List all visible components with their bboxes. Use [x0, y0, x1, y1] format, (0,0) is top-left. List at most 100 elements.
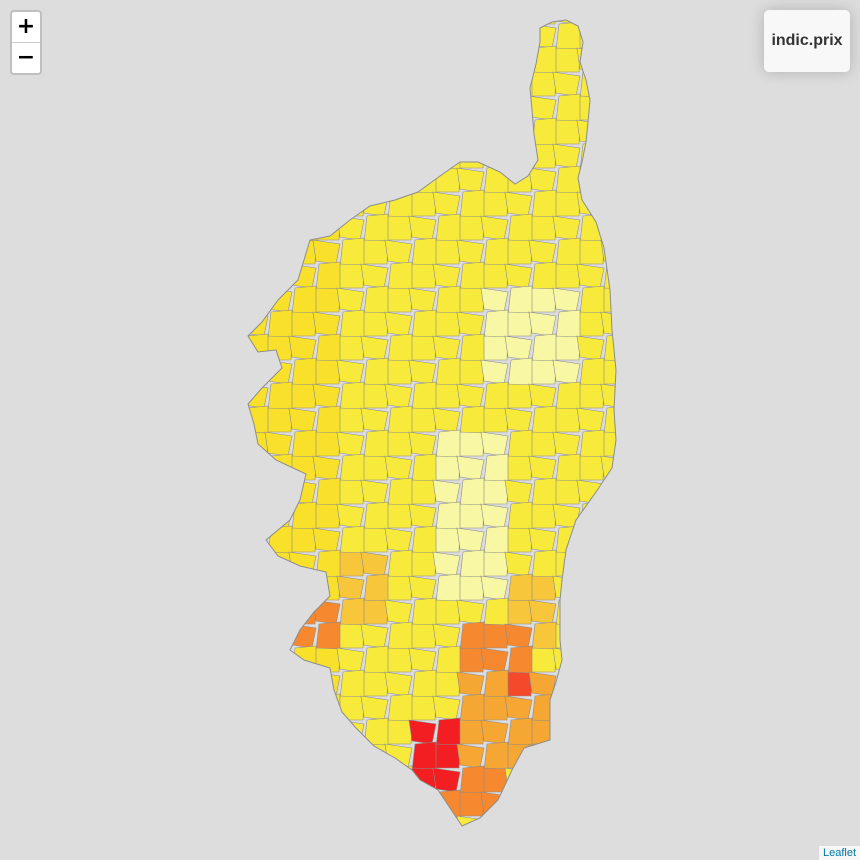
commune-polygon[interactable] [336, 359, 365, 385]
commune-polygon[interactable] [507, 645, 535, 676]
commune-polygon[interactable] [291, 527, 317, 553]
commune-polygon[interactable] [315, 333, 343, 364]
commune-polygon[interactable] [628, 742, 654, 771]
commune-polygon[interactable] [387, 45, 415, 76]
commune-polygon[interactable] [408, 0, 437, 25]
commune-polygon[interactable] [603, 575, 628, 601]
commune-polygon[interactable] [411, 93, 439, 124]
commune-polygon[interactable] [264, 431, 293, 457]
commune-polygon[interactable] [576, 767, 605, 793]
commune-polygon[interactable] [507, 95, 533, 121]
commune-polygon[interactable] [576, 695, 605, 721]
commune-polygon[interactable] [459, 503, 485, 529]
commune-polygon[interactable] [555, 309, 583, 340]
commune-polygon[interactable] [339, 93, 367, 124]
commune-polygon[interactable] [528, 815, 557, 840]
commune-polygon[interactable] [267, 767, 293, 793]
commune-polygon[interactable] [339, 695, 365, 721]
commune-polygon[interactable] [363, 645, 391, 676]
commune-polygon[interactable] [387, 431, 413, 457]
commune-polygon[interactable] [576, 623, 605, 649]
commune-polygon[interactable] [244, 693, 271, 724]
commune-polygon[interactable] [408, 359, 437, 385]
commune-polygon[interactable] [456, 311, 485, 337]
commune-polygon[interactable] [411, 623, 437, 649]
commune-polygon[interactable] [459, 647, 485, 673]
commune-polygon[interactable] [220, 384, 244, 408]
commune-polygon[interactable] [459, 261, 487, 292]
commune-polygon[interactable] [217, 552, 244, 576]
commune-polygon[interactable] [603, 477, 630, 508]
commune-polygon[interactable] [600, 599, 628, 625]
commune-polygon[interactable] [603, 693, 630, 724]
commune-polygon[interactable] [336, 575, 365, 601]
commune-polygon[interactable] [411, 597, 439, 628]
commune-polygon[interactable] [459, 359, 485, 385]
commune-polygon[interactable] [528, 383, 557, 409]
commune-polygon[interactable] [264, 0, 293, 25]
commune-polygon[interactable] [288, 191, 317, 217]
commune-polygon[interactable] [363, 815, 389, 840]
commune-polygon[interactable] [579, 23, 605, 49]
commune-polygon[interactable] [504, 263, 533, 289]
commune-polygon[interactable] [291, 285, 319, 316]
commune-polygon[interactable] [363, 717, 391, 748]
commune-polygon[interactable] [264, 71, 293, 97]
commune-polygon[interactable] [387, 0, 413, 25]
commune-polygon[interactable] [363, 501, 391, 532]
commune-polygon[interactable] [507, 383, 533, 409]
commune-polygon[interactable] [507, 23, 533, 49]
commune-polygon[interactable] [217, 480, 244, 504]
commune-polygon[interactable] [339, 813, 367, 843]
commune-polygon[interactable] [555, 263, 581, 289]
commune-polygon[interactable] [507, 527, 533, 553]
commune-polygon[interactable] [507, 213, 535, 244]
commune-polygon[interactable] [387, 287, 413, 313]
commune-polygon[interactable] [579, 383, 605, 409]
commune-polygon[interactable] [507, 789, 535, 820]
commune-polygon[interactable] [531, 287, 557, 313]
commune-polygon[interactable] [411, 813, 439, 843]
commune-polygon[interactable] [625, 792, 652, 816]
commune-polygon[interactable] [628, 382, 654, 411]
commune-polygon[interactable] [312, 167, 341, 193]
commune-polygon[interactable] [579, 141, 607, 172]
commune-polygon[interactable] [435, 599, 461, 625]
commune-polygon[interactable] [604, 838, 630, 860]
commune-polygon[interactable] [315, 287, 341, 313]
commune-polygon[interactable] [435, 141, 463, 172]
commune-polygon[interactable] [312, 383, 341, 409]
commune-polygon[interactable] [408, 647, 437, 673]
commune-polygon[interactable] [555, 119, 581, 145]
commune-polygon[interactable] [456, 23, 485, 49]
commune-polygon[interactable] [220, 286, 246, 315]
commune-polygon[interactable] [267, 623, 293, 649]
commune-polygon[interactable] [220, 240, 244, 264]
commune-polygon[interactable] [480, 287, 509, 313]
commune-polygon[interactable] [625, 72, 652, 96]
commune-polygon[interactable] [363, 573, 391, 604]
commune-polygon[interactable] [387, 333, 415, 364]
commune-polygon[interactable] [531, 549, 559, 580]
commune-polygon[interactable] [363, 311, 389, 337]
commune-polygon[interactable] [483, 453, 511, 484]
commune-polygon[interactable] [603, 765, 630, 796]
commune-polygon[interactable] [603, 647, 628, 673]
commune-polygon[interactable] [579, 239, 605, 265]
commune-polygon[interactable] [336, 647, 365, 673]
commune-polygon[interactable] [360, 623, 389, 649]
commune-polygon[interactable] [600, 23, 628, 49]
commune-polygon[interactable] [315, 143, 341, 169]
commune-polygon[interactable] [435, 69, 463, 100]
commune-polygon[interactable] [579, 95, 605, 121]
commune-polygon[interactable] [315, 0, 341, 25]
commune-polygon[interactable] [480, 503, 509, 529]
commune-polygon[interactable] [339, 767, 365, 793]
commune-polygon[interactable] [387, 261, 415, 292]
commune-polygon[interactable] [435, 167, 461, 193]
commune-polygon[interactable] [603, 503, 628, 529]
commune-polygon[interactable] [291, 599, 317, 625]
commune-polygon[interactable] [268, 840, 292, 860]
commune-polygon[interactable] [456, 239, 485, 265]
commune-polygon[interactable] [483, 525, 511, 556]
